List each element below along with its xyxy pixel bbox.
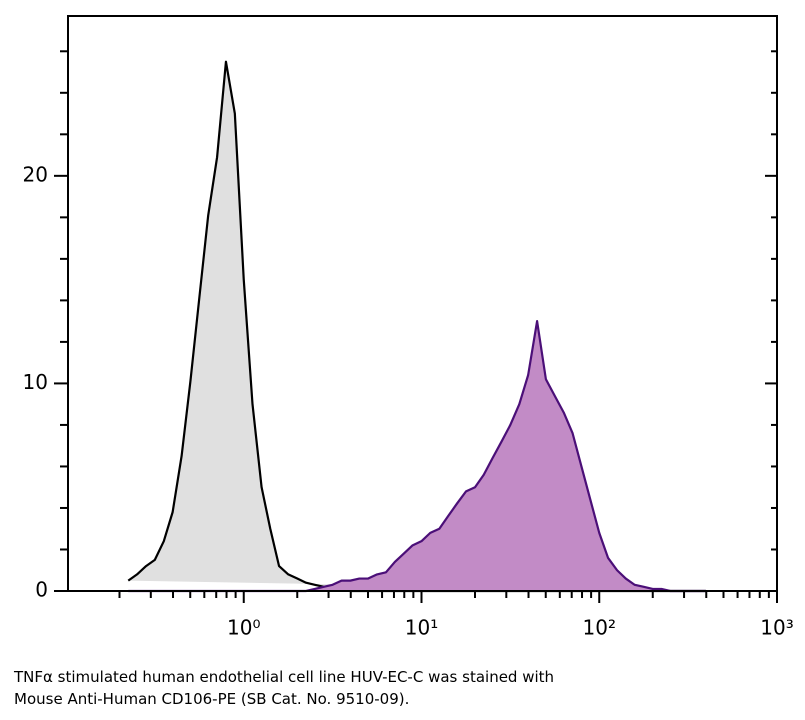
x-tick-label: 10⁰ <box>227 616 260 640</box>
x-tick-label: 10² <box>583 616 616 640</box>
y-tick-label: 0 <box>35 578 48 602</box>
caption-line: TNFα stimulated human endothelial cell l… <box>13 668 554 686</box>
y-tick-label: 20 <box>23 162 48 186</box>
x-tick-label: 10³ <box>760 616 793 640</box>
histogram-curve <box>127 60 706 593</box>
caption-line: Mouse Anti-Human CD106-PE (SB Cat. No. 9… <box>14 690 409 708</box>
x-tick-label: 10¹ <box>405 616 438 640</box>
y-tick-label: 10 <box>23 370 48 394</box>
